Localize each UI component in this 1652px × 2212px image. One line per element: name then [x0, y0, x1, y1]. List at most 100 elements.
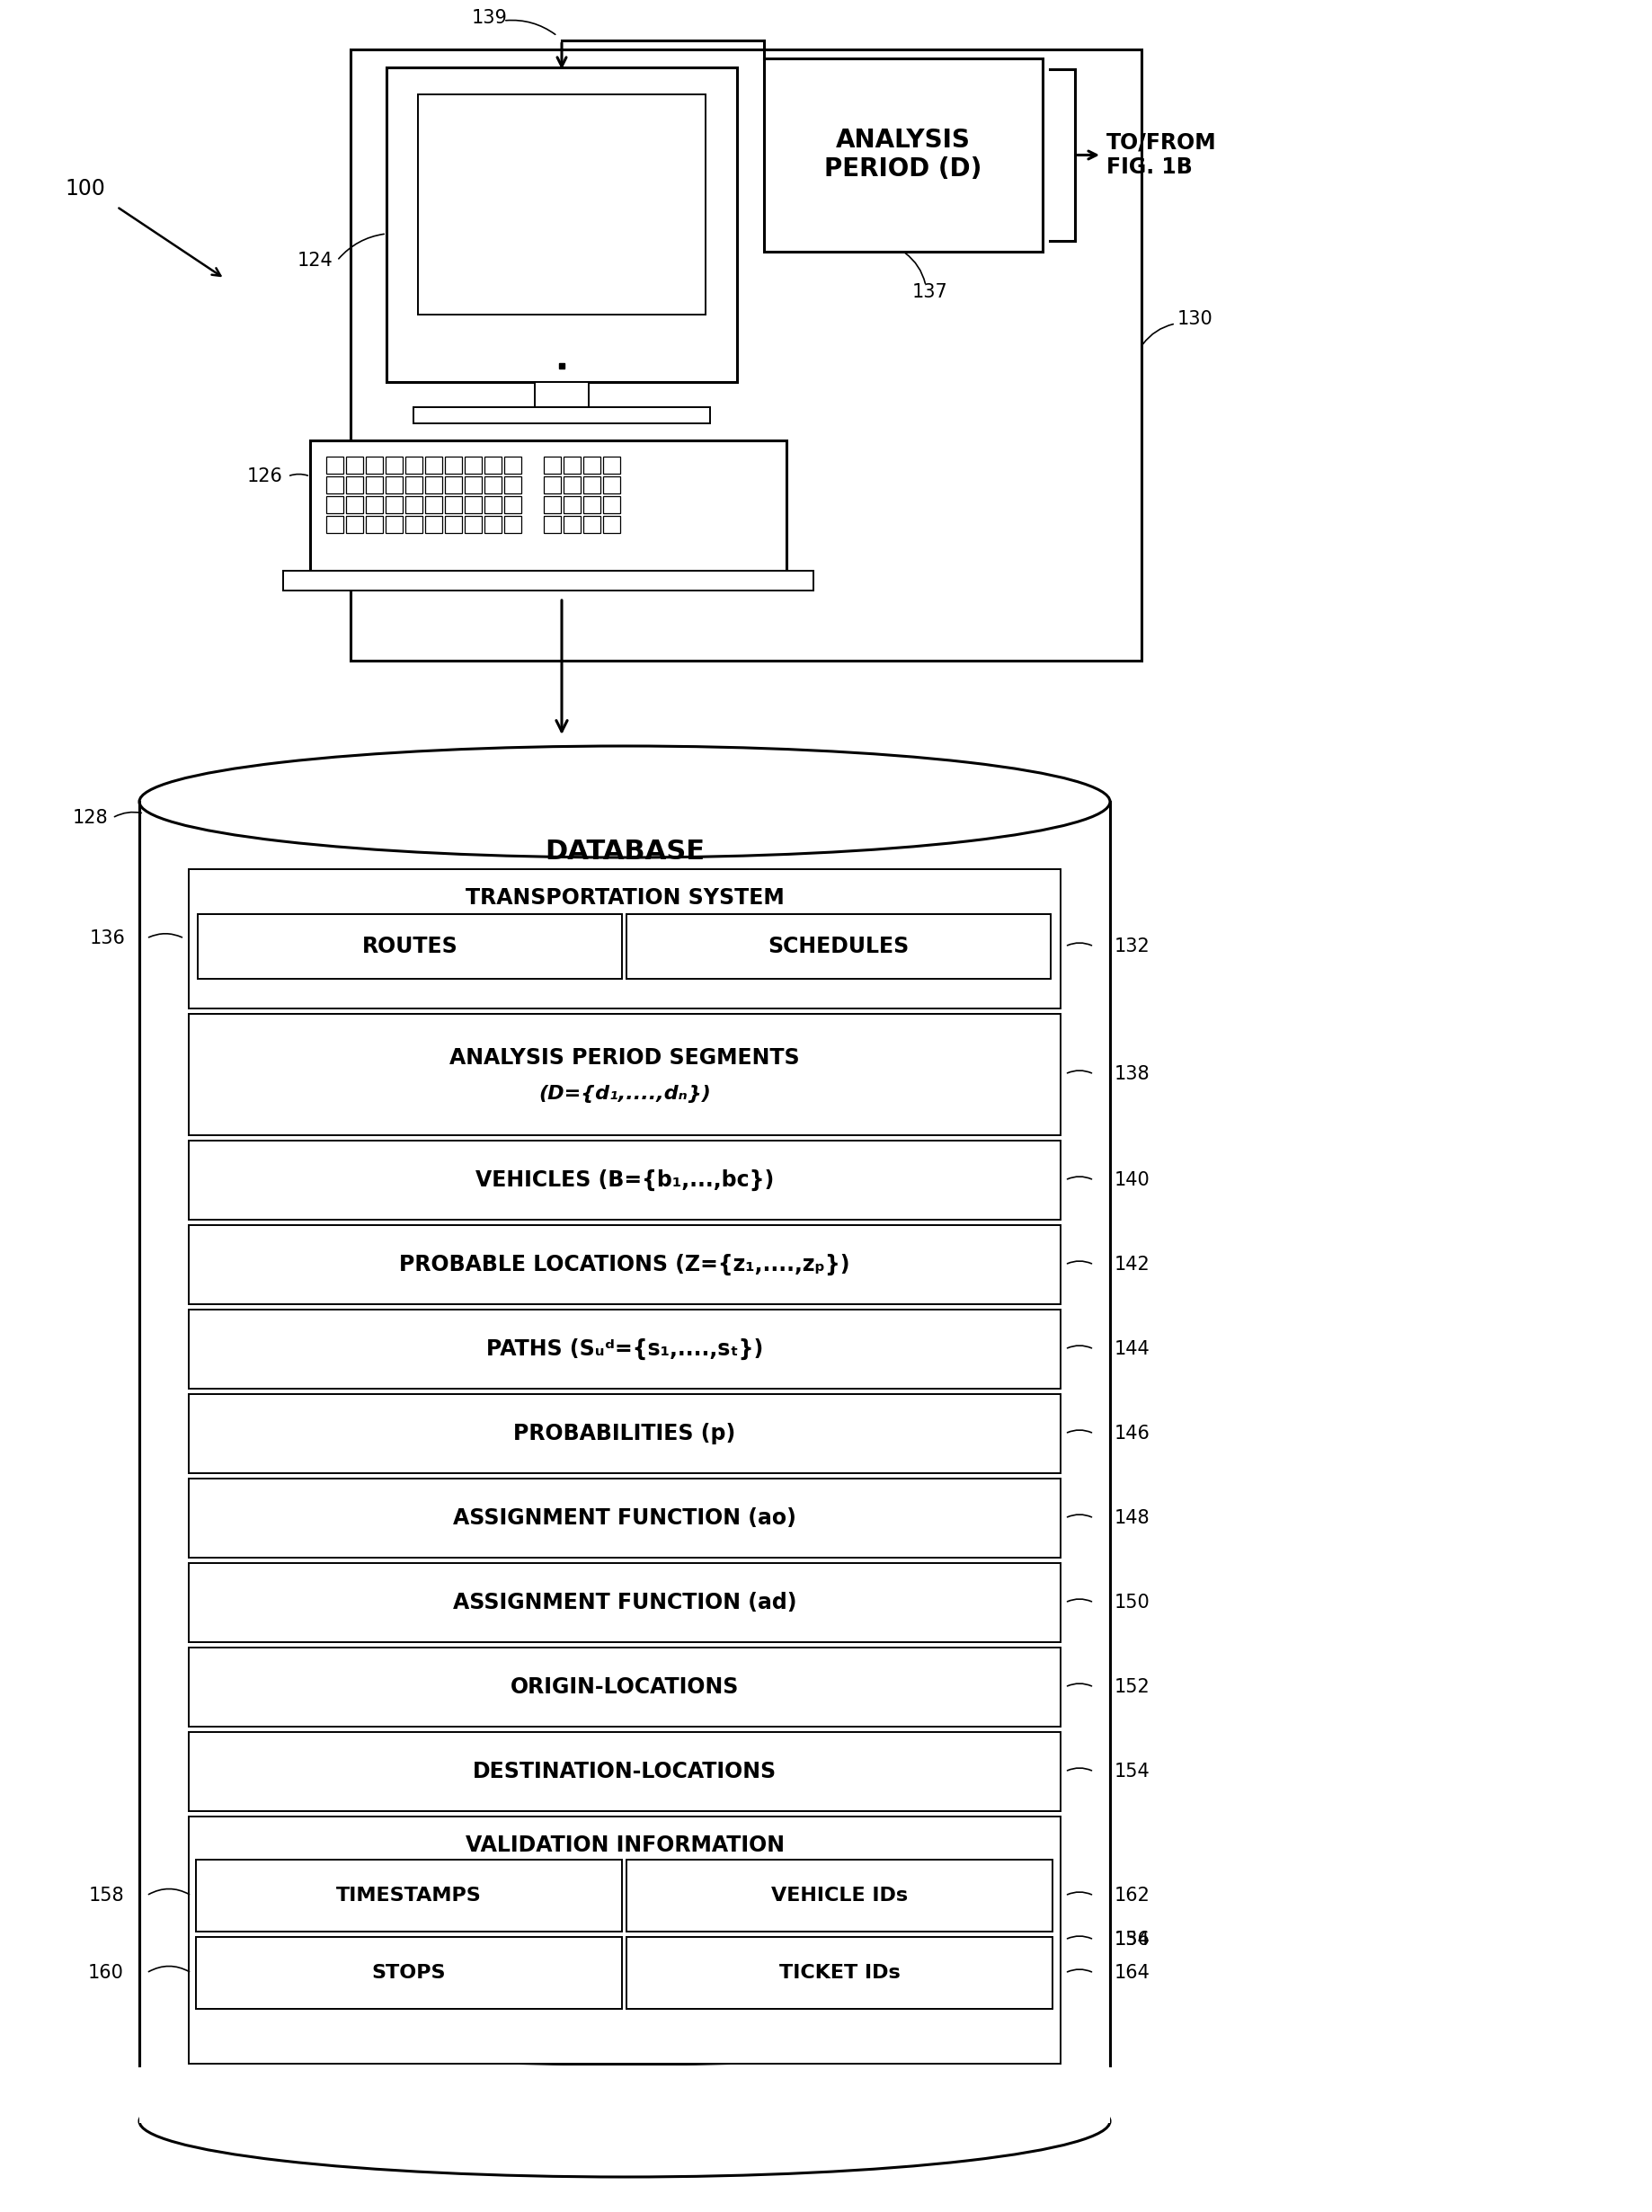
Text: 156: 156 [1115, 1931, 1150, 1949]
Bar [763, 58, 1042, 252]
Ellipse shape [139, 745, 1110, 858]
Bar [444, 495, 463, 513]
Bar [583, 495, 600, 513]
Bar [325, 495, 344, 513]
Text: ANALYSIS PERIOD SEGMENTS: ANALYSIS PERIOD SEGMENTS [449, 1046, 800, 1068]
Text: 130: 130 [1178, 310, 1213, 327]
Bar [626, 1938, 1052, 2008]
Text: 128: 128 [73, 810, 107, 827]
Bar [444, 515, 463, 533]
Text: STOPS: STOPS [372, 1964, 446, 1982]
Text: DATABASE: DATABASE [545, 838, 705, 865]
Bar [603, 495, 620, 513]
Bar [563, 476, 580, 493]
Bar [425, 476, 443, 493]
Bar [188, 1564, 1061, 1641]
Bar [365, 476, 383, 493]
Bar [418, 95, 705, 314]
Text: ASSIGNMENT FUNCTION (ao): ASSIGNMENT FUNCTION (ao) [453, 1506, 796, 1528]
Bar [583, 515, 600, 533]
Text: ANALYSIS
PERIOD (D): ANALYSIS PERIOD (D) [824, 128, 981, 181]
Text: 160: 160 [88, 1964, 124, 1982]
Bar [544, 456, 560, 473]
Bar [405, 515, 423, 533]
Text: 162: 162 [1115, 1887, 1150, 1905]
Bar [405, 476, 423, 493]
Bar [139, 2066, 1110, 2124]
Bar [413, 407, 710, 422]
Text: DESTINATION-LOCATIONS: DESTINATION-LOCATIONS [472, 1761, 776, 1783]
Text: 154: 154 [1115, 1763, 1150, 1781]
Text: ASSIGNMENT FUNCTION (ad): ASSIGNMENT FUNCTION (ad) [453, 1593, 796, 1613]
Bar [405, 495, 423, 513]
Text: 158: 158 [89, 1887, 124, 1905]
Text: PROBABILITIES (p): PROBABILITIES (p) [514, 1422, 735, 1444]
Text: PATHS (Sᵤᵈ={s₁,....,sₜ}): PATHS (Sᵤᵈ={s₁,....,sₜ}) [486, 1338, 763, 1360]
Bar [325, 515, 344, 533]
Bar [188, 1732, 1061, 1812]
Bar [325, 476, 344, 493]
Bar [583, 476, 600, 493]
Text: 164: 164 [1115, 1964, 1150, 1982]
Bar [583, 456, 600, 473]
Bar [385, 495, 403, 513]
Bar [188, 1816, 1061, 2064]
Text: 142: 142 [1115, 1256, 1150, 1274]
Bar [188, 1013, 1061, 1135]
Bar [484, 456, 502, 473]
Bar [504, 515, 522, 533]
Text: 139: 139 [472, 9, 507, 27]
Bar [484, 476, 502, 493]
Bar [544, 476, 560, 493]
Text: (D={d₁,....,dₙ}): (D={d₁,....,dₙ}) [539, 1084, 710, 1104]
Bar [464, 515, 482, 533]
Text: VALIDATION INFORMATION: VALIDATION INFORMATION [466, 1834, 785, 1856]
Bar [188, 1310, 1061, 1389]
Bar [484, 495, 502, 513]
Text: 124: 124 [297, 252, 332, 270]
Bar [311, 440, 786, 571]
Bar [504, 456, 522, 473]
Bar [563, 495, 580, 513]
Text: TIMESTAMPS: TIMESTAMPS [337, 1887, 482, 1905]
Text: TICKET IDs: TICKET IDs [780, 1964, 900, 1982]
Bar [464, 476, 482, 493]
Bar [504, 495, 522, 513]
Text: 137: 137 [912, 283, 948, 301]
Text: 136: 136 [89, 929, 126, 947]
Bar [387, 66, 737, 383]
Bar [464, 456, 482, 473]
Bar [504, 476, 522, 493]
Bar [464, 495, 482, 513]
Bar [563, 515, 580, 533]
Bar [188, 869, 1061, 1009]
Text: VEHICLES (B={b₁,...,bᴄ}): VEHICLES (B={b₁,...,bᴄ}) [476, 1170, 775, 1190]
Text: 144: 144 [1115, 1340, 1150, 1358]
Bar [198, 914, 621, 980]
Bar [425, 495, 443, 513]
Bar [544, 495, 560, 513]
Bar [385, 456, 403, 473]
Ellipse shape [139, 2066, 1110, 2177]
Text: PROBABLE LOCATIONS (Z={z₁,....,zₚ}): PROBABLE LOCATIONS (Z={z₁,....,zₚ}) [400, 1254, 851, 1276]
Text: 138: 138 [1115, 1066, 1150, 1084]
Bar [188, 1648, 1061, 1728]
Bar [197, 1938, 621, 2008]
Bar [603, 476, 620, 493]
Bar [626, 914, 1051, 980]
Bar [425, 515, 443, 533]
Text: ORIGIN-LOCATIONS: ORIGIN-LOCATIONS [510, 1677, 738, 1699]
Bar [345, 515, 363, 533]
Bar [484, 515, 502, 533]
Bar [405, 456, 423, 473]
Bar [425, 456, 443, 473]
Bar [350, 49, 1142, 661]
Bar [603, 456, 620, 473]
Text: 134: 134 [1115, 1931, 1150, 1949]
Bar [563, 456, 580, 473]
Bar [365, 456, 383, 473]
Bar [385, 476, 403, 493]
Bar [345, 456, 363, 473]
Bar [535, 383, 588, 407]
Bar [345, 476, 363, 493]
